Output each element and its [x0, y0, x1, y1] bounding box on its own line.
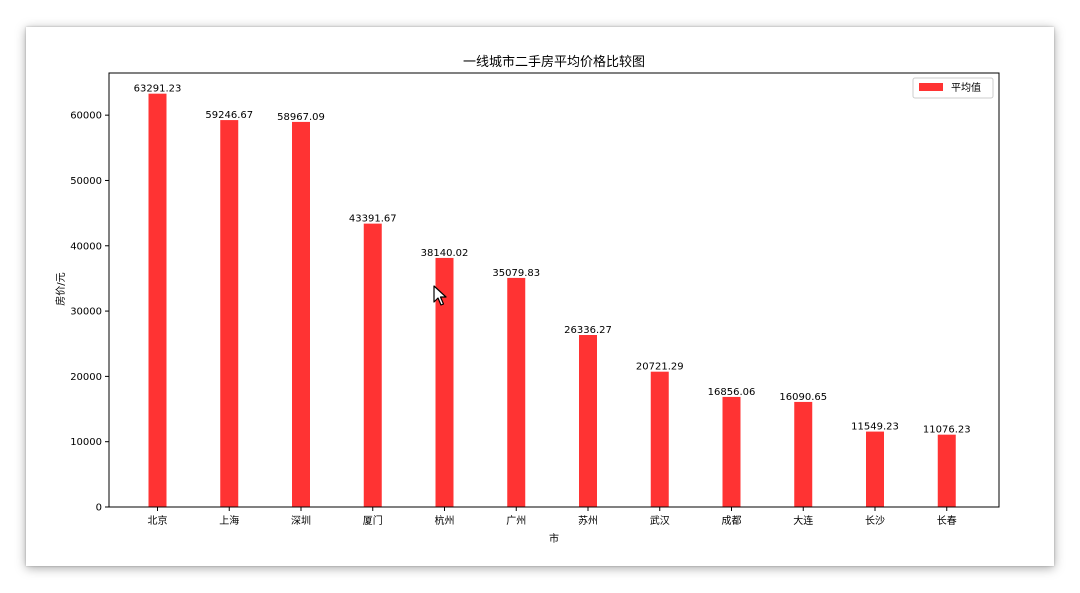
bar-value-label-11: 11076.23: [923, 425, 971, 436]
bar-7: [650, 371, 669, 507]
bar-4: [435, 257, 454, 507]
bar-10: [866, 431, 884, 507]
x-tick-label-4: 杭州: [435, 514, 455, 527]
bar-value-label-0: 63291.23: [134, 84, 182, 95]
y-tick-label-1: 10000: [70, 437, 102, 448]
bar-3: [363, 223, 382, 507]
x-tick-label-5: 广州: [506, 515, 526, 527]
x-tick-label-2: 深圳: [291, 515, 311, 527]
x-tick-label-3: 厦门: [363, 514, 383, 527]
legend-label: 平均值: [951, 81, 981, 94]
x-tick-label-0: 北京: [148, 514, 168, 527]
bar-value-label-9: 16090.65: [779, 392, 827, 403]
y-ticks-group: 0 10000 20000 30000 40000 50000 60000: [70, 111, 109, 514]
bar-0: [148, 93, 167, 507]
bar-value-label-3: 43391.67: [349, 214, 397, 225]
x-tick-label-8: 成都: [722, 515, 742, 527]
y-tick-label-6: 60000: [70, 111, 102, 122]
legend-swatch: [919, 83, 943, 91]
bar-value-label-2: 58967.09: [277, 112, 325, 123]
chart-title: 一线城市二手房平均价格比较图: [463, 54, 645, 70]
y-tick-label-2: 20000: [70, 372, 102, 383]
bar-6: [579, 335, 597, 507]
bar-value-label-4: 38140.02: [421, 248, 469, 259]
bar-value-label-6: 26336.27: [564, 325, 612, 336]
x-tick-label-9: 大连: [793, 514, 813, 527]
value-labels-group: 63291.23 59246.67 58967.09 43391.67 38140.02…: [134, 84, 971, 436]
x-tick-label-10: 长沙: [865, 515, 885, 527]
bar-9: [794, 401, 813, 507]
y-tick-label-3: 30000: [70, 307, 102, 318]
bar-value-label-1: 59246.67: [205, 110, 253, 121]
bar-5: [507, 277, 526, 507]
legend: 平均值: [912, 77, 994, 99]
x-tick-label-1: 上海: [219, 514, 239, 527]
mouse-cursor-icon: [433, 285, 447, 306]
x-tick-label-6: 苏州: [578, 514, 598, 527]
plot-area-frame: [108, 72, 1000, 508]
y-tick-label-4: 40000: [70, 241, 102, 252]
bar-1: [220, 120, 239, 507]
bar-11: [937, 434, 956, 507]
bars-group: [148, 93, 956, 508]
x-tick-label-11: 长春: [937, 515, 957, 527]
y-tick-label-0: 0: [96, 503, 102, 514]
y-axis-label: 房价/元: [54, 272, 67, 305]
x-tick-label-7: 武汉: [650, 514, 670, 527]
bar-value-label-8: 16856.06: [708, 387, 756, 398]
x-axis-label: 市: [549, 532, 559, 545]
x-ticks-group: 北京 上海 深圳 厦门 杭州 广州 苏州 武汉 成都 大连 长沙 长春: [148, 507, 957, 527]
bar-value-label-10: 11549.23: [851, 422, 899, 433]
bar-2: [292, 121, 310, 508]
bar-value-label-5: 35079.83: [492, 268, 540, 279]
y-tick-label-5: 50000: [70, 176, 102, 187]
bar-8: [722, 396, 741, 507]
bar-value-label-7: 20721.29: [636, 362, 684, 373]
